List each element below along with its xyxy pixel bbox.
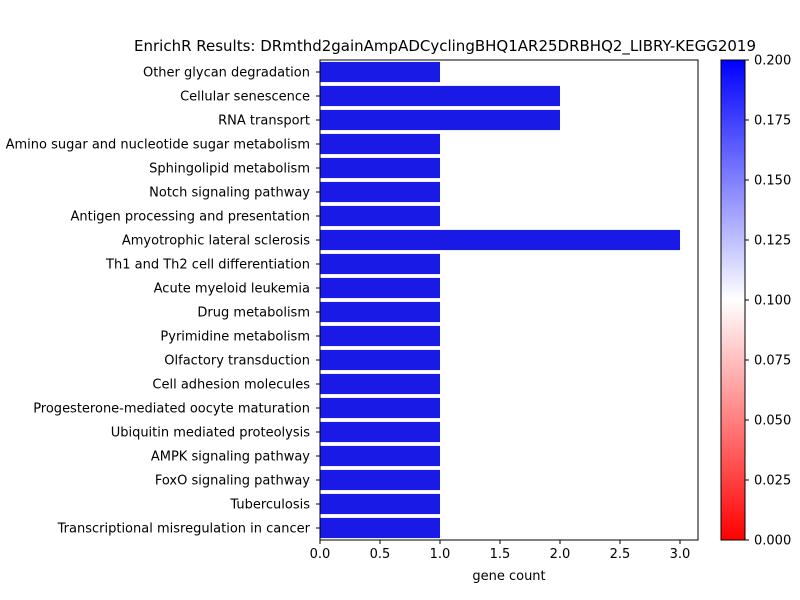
x-axis: 0.0 0.5 1.0 1.5 2.0 2.5 3.0	[310, 540, 691, 562]
y-tick-label: Tuberculosis	[229, 498, 310, 513]
bar	[320, 349, 440, 371]
x-tick-label: 2.5	[610, 547, 631, 562]
x-axis-label: gene count	[472, 569, 545, 584]
bar	[320, 85, 560, 107]
bar	[320, 277, 440, 299]
colorbar-tick-label: 0.200	[754, 54, 791, 69]
y-tick-label: RNA transport	[218, 114, 310, 129]
y-tick-label: Th1 and Th2 cell differentiation	[105, 258, 310, 273]
y-tick-label: Olfactory transduction	[164, 354, 310, 369]
chart-title: EnrichR Results: DRmthd2gainAmpADCycling…	[134, 37, 756, 56]
y-tick-label: Ubiquitin mediated proteolysis	[111, 426, 311, 441]
bar	[320, 301, 440, 323]
colorbar-tick-label: 0.150	[754, 174, 791, 189]
y-tick-label: Amyotrophic lateral sclerosis	[122, 234, 310, 249]
y-tick-label: Acute myeloid leukemia	[154, 282, 310, 297]
bar	[320, 229, 680, 251]
y-tick-label: Amino sugar and nucleotide sugar metabol…	[6, 138, 310, 153]
x-tick-label: 0.5	[370, 547, 391, 562]
plot-frame	[319, 59, 699, 541]
x-tick-label: 2.0	[550, 547, 571, 562]
colorbar	[720, 59, 746, 541]
bar	[320, 109, 560, 131]
y-tick-label: Notch signaling pathway	[149, 186, 310, 201]
bar	[320, 133, 440, 155]
colorbar-tick-label: 0.025	[754, 474, 791, 489]
y-tick-label: AMPK signaling pathway	[151, 450, 310, 465]
y-tick-label: FoxO signaling pathway	[155, 474, 310, 489]
bar	[320, 157, 440, 179]
bar	[320, 61, 440, 83]
y-tick-label: Other glycan degradation	[143, 66, 310, 81]
bar	[320, 493, 440, 515]
bar	[320, 325, 440, 347]
y-tick-label: Cell adhesion molecules	[152, 378, 310, 393]
bars-layer	[320, 61, 680, 539]
colorbar-axis: 0.000 0.025 0.050 0.075 0.100 0.125 0.150 0.175…	[745, 54, 791, 549]
y-tick-label: Progesterone-mediated oocyte maturation	[33, 402, 310, 417]
bar	[320, 469, 440, 491]
colorbar-tick-label: 0.050	[754, 414, 791, 429]
y-tick-label: Cellular senescence	[180, 90, 310, 105]
bar	[320, 181, 440, 203]
bar	[320, 445, 440, 467]
bar	[320, 397, 440, 419]
bar	[320, 205, 440, 227]
x-tick-label: 1.5	[490, 547, 511, 562]
y-tick-label: Sphingolipid metabolism	[149, 162, 310, 177]
bar	[320, 373, 440, 395]
colorbar-tick-label: 0.100	[754, 294, 791, 309]
y-tick-label: Pyrimidine metabolism	[160, 330, 310, 345]
x-tick-label: 3.0	[670, 547, 691, 562]
x-tick-label: 0.0	[310, 547, 331, 562]
bar	[320, 517, 440, 539]
colorbar-tick-label: 0.125	[754, 234, 791, 249]
bar	[320, 253, 440, 275]
bar	[320, 421, 440, 443]
y-tick-label: Antigen processing and presentation	[70, 210, 310, 225]
y-tick-label: Transcriptional misregulation in cancer	[57, 522, 311, 537]
colorbar-tick-label: 0.175	[754, 114, 791, 129]
y-axis: Other glycan degradation Cellular senesce…	[6, 66, 320, 537]
y-tick-label: Drug metabolism	[197, 306, 310, 321]
x-tick-label: 1.0	[430, 547, 451, 562]
colorbar-tick-label: 0.075	[754, 354, 791, 369]
colorbar-tick-label: 0.000	[754, 534, 791, 549]
